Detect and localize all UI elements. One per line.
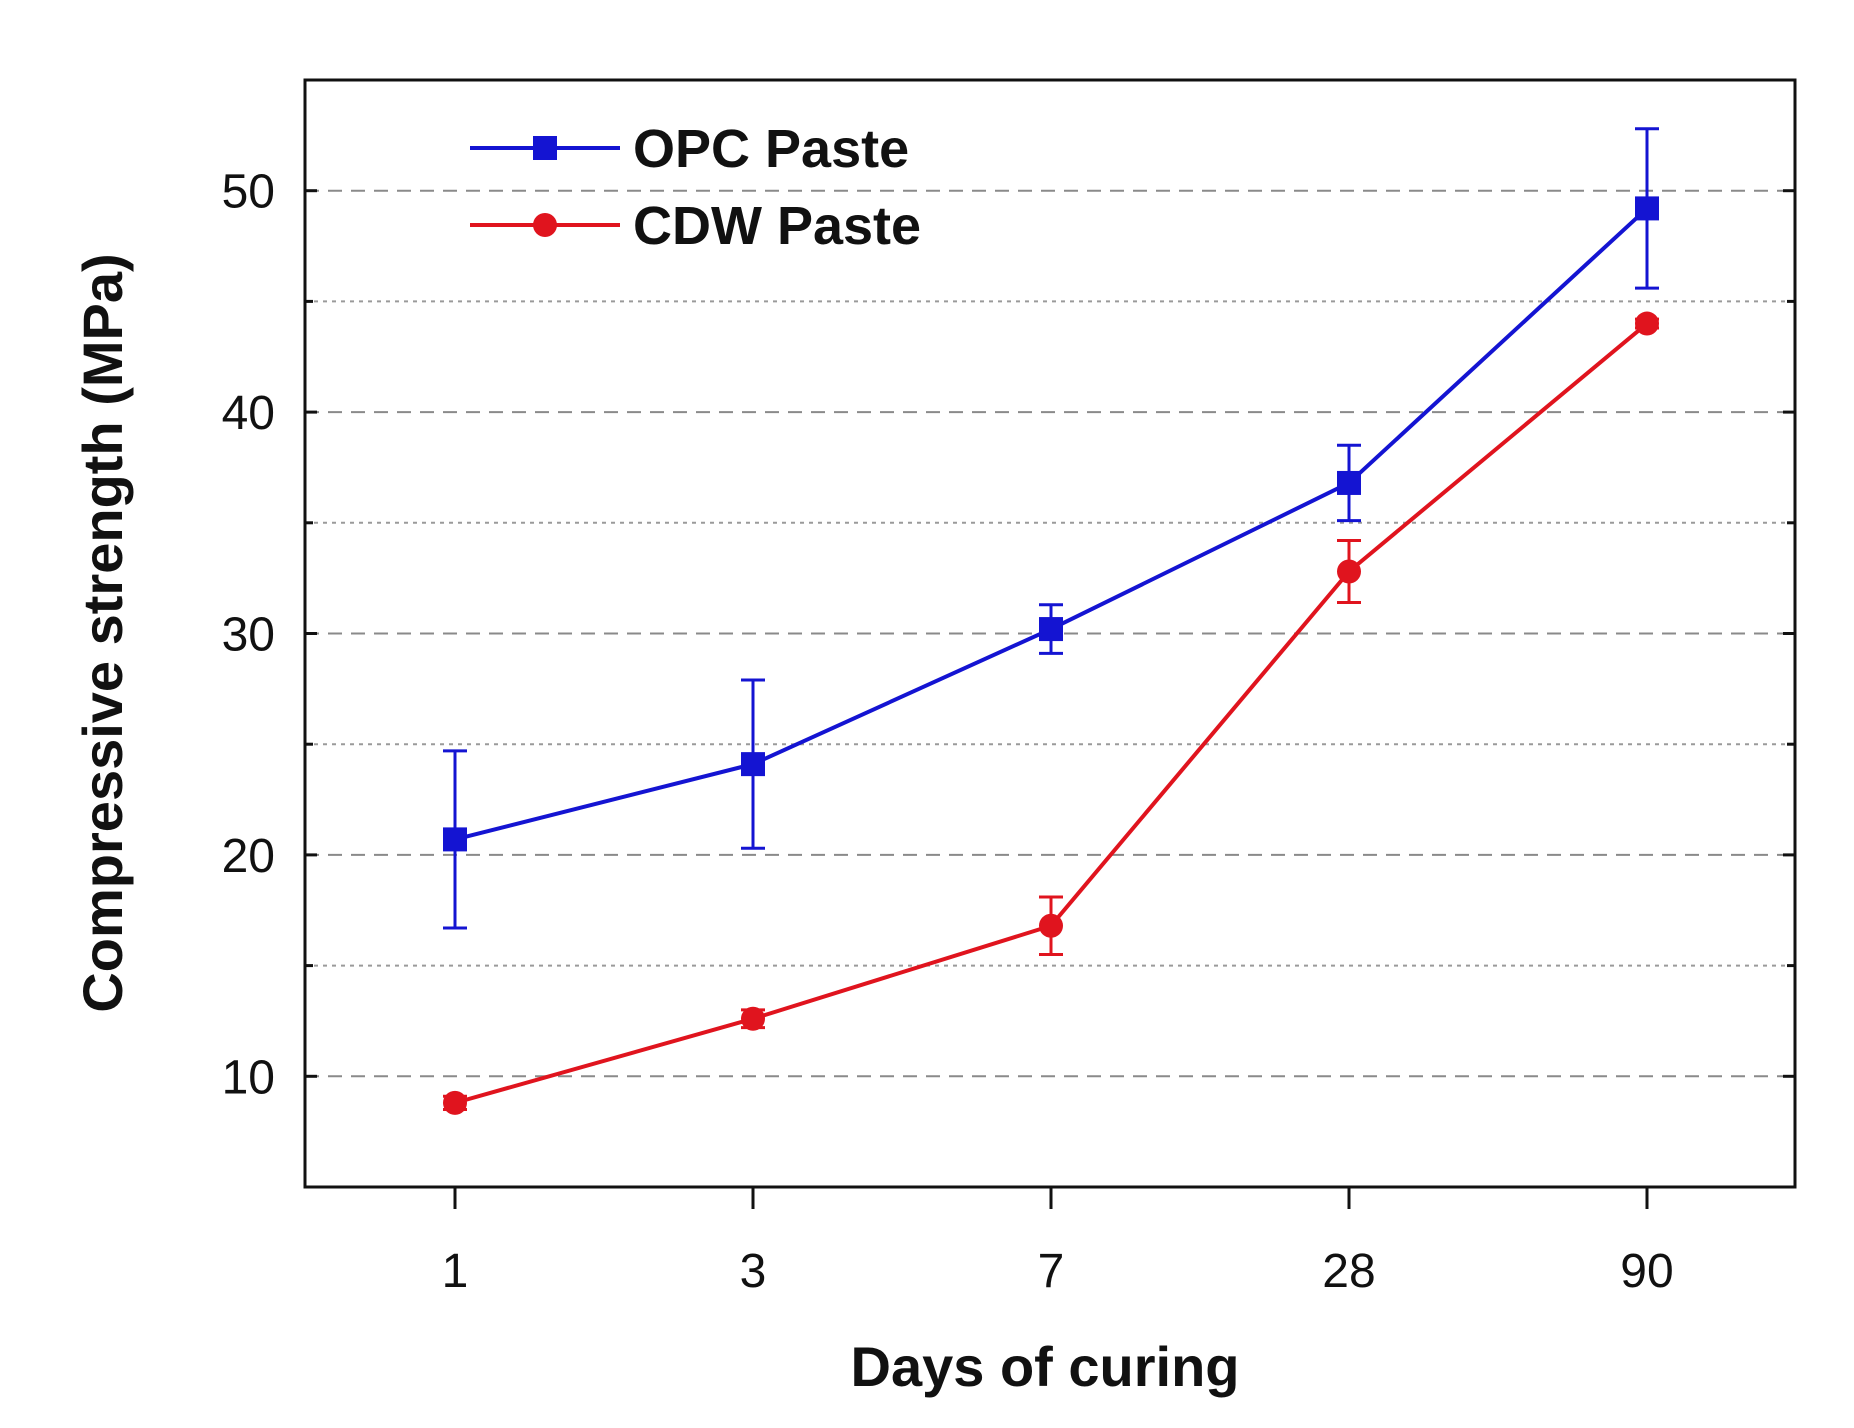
x-tick-label-28: 28 (1322, 1245, 1375, 1298)
x-axis-title: Days of curing (851, 1335, 1240, 1398)
data-point-marker (1337, 470, 1361, 495)
data-point-marker (1039, 913, 1063, 938)
data-point-marker (741, 752, 765, 777)
x-tick-label-3: 3 (740, 1245, 767, 1298)
legend-marker-cdw (533, 213, 557, 237)
data-point-marker (1635, 196, 1659, 221)
y-axis-title: Compressive strength (MPa) (71, 253, 134, 1012)
data-point-marker (443, 1090, 467, 1115)
y-tick-label-10: 10 (222, 1051, 275, 1104)
x-tick-label-7: 7 (1038, 1245, 1065, 1298)
y-tick-label-30: 30 (222, 609, 275, 662)
data-point-marker (1039, 617, 1063, 642)
series-opc-paste (443, 127, 1659, 930)
legend: OPC Paste CDW Paste (470, 119, 921, 256)
data-point-marker (741, 1006, 765, 1031)
y-tick-label-20: 20 (222, 830, 275, 883)
data-point-marker (443, 827, 467, 852)
x-tick-label-90: 90 (1620, 1245, 1673, 1298)
legend-marker-opc (533, 136, 557, 160)
data-series (443, 127, 1659, 1115)
x-tick-label-1: 1 (442, 1245, 469, 1298)
data-point-marker (1635, 311, 1659, 336)
y-tick-label-40: 40 (222, 387, 275, 440)
y-tick-label-50: 50 (222, 166, 275, 219)
series-cdw-paste (443, 311, 1659, 1115)
legend-label-cdw: CDW Paste (633, 196, 921, 256)
data-point-marker (1337, 559, 1361, 584)
axis-ticks: 10 20 30 40 50 1 3 7 28 90 (222, 166, 1795, 1298)
legend-label-opc: OPC Paste (633, 119, 909, 179)
